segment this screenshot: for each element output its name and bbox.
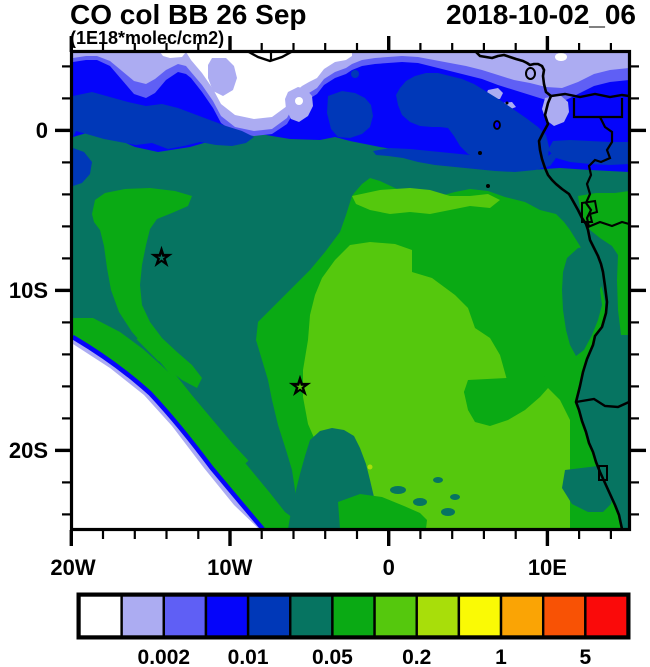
- svg-text:0: 0: [36, 118, 48, 143]
- svg-text:(1E18*molec/cm2): (1E18*molec/cm2): [70, 28, 224, 48]
- svg-text:10W: 10W: [207, 555, 252, 580]
- svg-text:0.01: 0.01: [228, 646, 269, 667]
- svg-text:0.05: 0.05: [312, 646, 353, 667]
- svg-text:10S: 10S: [9, 278, 48, 303]
- svg-text:0.002: 0.002: [138, 646, 191, 667]
- svg-text:20W: 20W: [50, 555, 95, 580]
- svg-text:CO col BB 26 Sep: CO col BB 26 Sep: [70, 0, 307, 30]
- svg-text:0: 0: [383, 555, 395, 580]
- svg-text:1: 1: [495, 646, 507, 667]
- svg-text:10E: 10E: [528, 555, 567, 580]
- svg-text:20S: 20S: [9, 438, 48, 463]
- svg-text:2018-10-02_06: 2018-10-02_06: [446, 0, 636, 30]
- svg-text:0.2: 0.2: [402, 646, 431, 667]
- svg-text:5: 5: [579, 646, 591, 667]
